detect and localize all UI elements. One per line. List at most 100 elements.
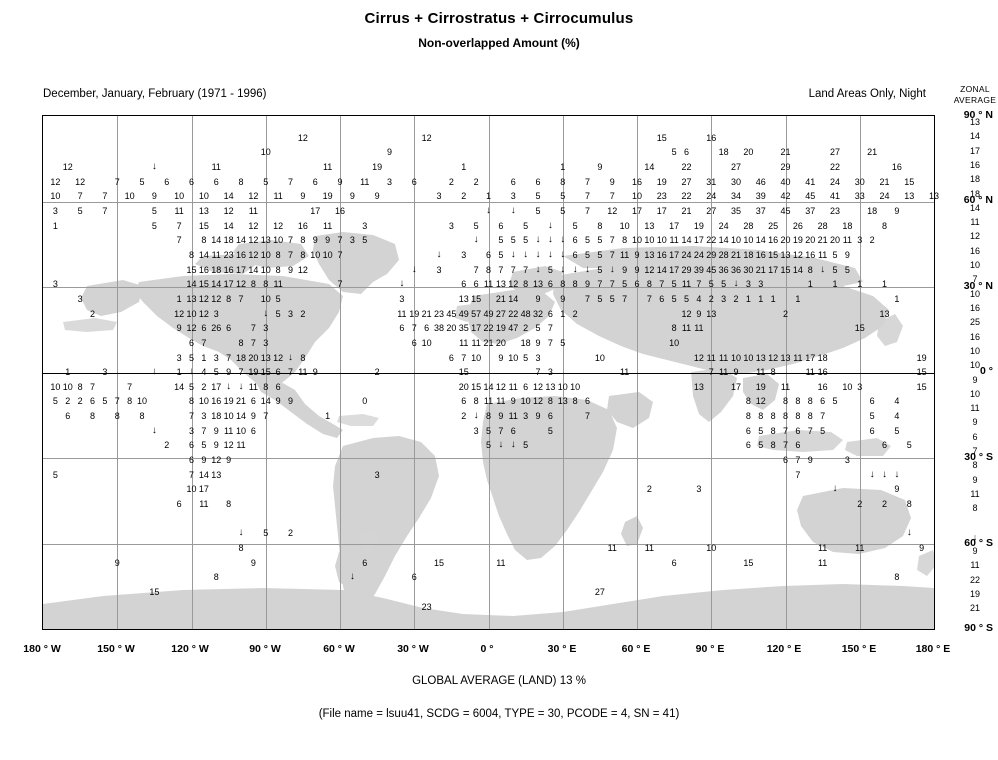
grid-cell: 10 <box>198 191 209 202</box>
grid-cell: 12 <box>248 191 259 202</box>
grid-cell: 6 <box>683 147 689 158</box>
grid-cell: 3 <box>176 352 182 363</box>
grid-cell: 18 <box>211 411 222 422</box>
grid-cell: 23 <box>223 249 234 260</box>
grid-cell: 3 <box>461 249 467 260</box>
grid-cell: 9 <box>510 396 516 407</box>
grid-cell: ↓ <box>288 351 293 363</box>
grid-cell: 6 <box>275 381 281 392</box>
grid-cell: 14 <box>656 264 667 275</box>
zonal-header-line2: AVERAGE <box>953 95 997 105</box>
grid-cell: 10 <box>235 425 246 436</box>
grid-cell: 10 <box>619 220 630 231</box>
ylabel-60n: 60 ° N <box>963 194 993 206</box>
grid-cell: 7 <box>102 191 108 202</box>
grid-cell: 9 <box>498 352 504 363</box>
grid-cell: 12 <box>223 205 234 216</box>
grid-cell: 10 <box>260 264 271 275</box>
grid-cell: 6 <box>201 323 207 334</box>
grid-cell: 3 <box>547 367 553 378</box>
grid-cell: 11 <box>483 279 494 290</box>
grid-cell: 8 <box>226 293 232 304</box>
grid-cell: 49 <box>483 308 494 319</box>
grid-cell: 3 <box>696 484 702 495</box>
grid-cell: 9 <box>250 411 256 422</box>
grid-cell: 21 <box>730 249 741 260</box>
grid-cell: 9 <box>535 293 541 304</box>
grid-cell: 33 <box>854 191 865 202</box>
grid-cell: 3 <box>745 279 751 290</box>
gridline-lat-30s <box>43 458 934 459</box>
grid-cell: 20 <box>829 235 840 246</box>
grid-cell: 5 <box>498 235 504 246</box>
grid-cell: 13 <box>458 293 469 304</box>
grid-cell: 1 <box>770 293 776 304</box>
grid-cell: 8 <box>807 264 813 275</box>
grid-cell: 2 <box>461 411 467 422</box>
zonal-average-value: 11 <box>970 488 980 499</box>
grid-cell: 2 <box>201 381 207 392</box>
xlabel-30w: 30 ° W <box>397 643 429 655</box>
zonal-average-value: 21 <box>969 603 980 614</box>
grid-cell: 15 <box>149 587 160 598</box>
grid-cell: 21 <box>879 176 890 187</box>
grid-cell: 6 <box>498 220 504 231</box>
grid-cell: 25 <box>768 220 779 231</box>
grid-cell: 7 <box>287 367 293 378</box>
grid-cell: 3 <box>102 367 108 378</box>
grid-cell: ↓ <box>535 248 541 260</box>
grid-cell: 8 <box>127 396 133 407</box>
grid-cell: 42 <box>780 191 791 202</box>
grid-cell: 1 <box>832 279 838 290</box>
grid-cell: 6 <box>65 411 71 422</box>
zonal-average-value: 25 <box>969 317 980 328</box>
grid-cell: 19 <box>792 235 803 246</box>
grid-cell: 29 <box>706 249 717 260</box>
grid-cell: 4 <box>894 396 900 407</box>
grid-cell: 5 <box>263 528 269 539</box>
grid-cell: 18 <box>235 352 246 363</box>
grid-cell: 2 <box>782 308 788 319</box>
grid-cell: 15 <box>768 249 779 260</box>
grid-cell: 57 <box>471 308 482 319</box>
grid-cell: 16 <box>631 176 642 187</box>
grid-cell: 6 <box>795 425 801 436</box>
grid-cell: 12 <box>607 205 618 216</box>
grid-cell: 8 <box>114 411 120 422</box>
grid-cell: 9 <box>844 249 850 260</box>
grid-cell: 7 <box>535 367 541 378</box>
grid-cell: 15 <box>904 176 915 187</box>
grid-cell: 3 <box>287 308 293 319</box>
grid-cell: 36 <box>730 264 741 275</box>
ylabel-30s: 30 ° S <box>964 451 993 463</box>
grid-cell: 12 <box>248 249 259 260</box>
grid-cell: 5 <box>869 411 875 422</box>
grid-cell: 8 <box>770 411 776 422</box>
xlabel-60w: 60 ° W <box>323 643 355 655</box>
zonal-average-value: 12 <box>969 231 980 242</box>
grid-cell: 12 <box>174 308 185 319</box>
grid-cell: 10 <box>557 381 568 392</box>
grid-cell: 5 <box>52 469 58 480</box>
grid-cell: 19 <box>755 381 766 392</box>
grid-cell: 17 <box>730 381 741 392</box>
grid-cell: 10 <box>743 352 754 363</box>
global-average-label: GLOBAL AVERAGE (LAND) 13 % <box>412 675 586 687</box>
grid-cell: 11 <box>644 543 655 554</box>
grid-cell: 38 <box>433 323 444 334</box>
grid-cell: 9 <box>250 557 256 568</box>
grid-cell: 11 <box>199 499 209 510</box>
grid-cell: 10 <box>631 191 642 202</box>
grid-cell: 4 <box>696 293 702 304</box>
grid-cell: 5 <box>597 264 603 275</box>
grid-cell: 16 <box>198 264 209 275</box>
grid-cell: 7 <box>238 293 244 304</box>
grid-cell: 8 <box>547 396 553 407</box>
grid-cell: 8 <box>745 396 751 407</box>
grid-cell: 1 <box>795 293 801 304</box>
grid-cell: 16 <box>805 249 816 260</box>
grid-cell: 21 <box>780 147 791 158</box>
grid-cell: 8 <box>300 352 306 363</box>
grid-cell: 8 <box>782 396 788 407</box>
grid-cell: 6 <box>510 425 516 436</box>
